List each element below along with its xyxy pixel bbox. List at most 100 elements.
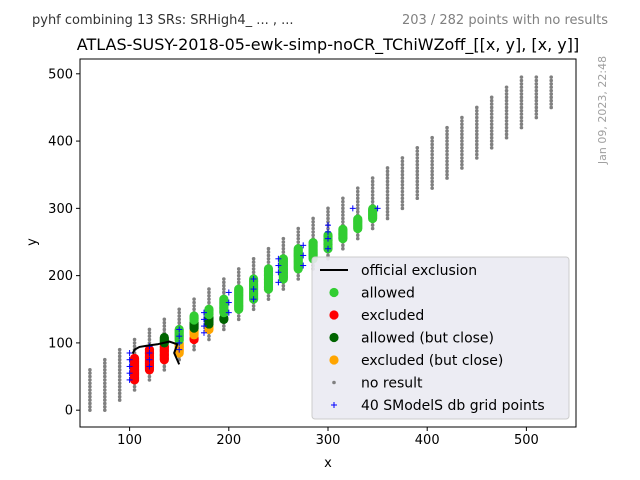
no-result-point xyxy=(549,102,553,106)
no-result-point xyxy=(400,179,405,184)
no-result-point xyxy=(400,186,405,190)
db-grid-point xyxy=(146,363,153,370)
no-result-point xyxy=(370,189,375,194)
db-grid-point xyxy=(325,222,331,229)
no-result-point xyxy=(460,139,464,143)
no-result-point xyxy=(489,139,494,143)
no-result-point xyxy=(117,374,122,379)
no-result-point xyxy=(236,267,241,271)
legend-label: 40 SModelS db grid points xyxy=(361,398,545,414)
no-result-point xyxy=(475,156,479,160)
no-result-point xyxy=(385,189,390,194)
no-result-point xyxy=(504,119,509,123)
no-result-point xyxy=(147,334,152,338)
no-result-point xyxy=(236,277,241,281)
no-result-point xyxy=(489,98,494,103)
no-result-point xyxy=(400,166,405,170)
no-result-point xyxy=(117,398,122,402)
no-result-point xyxy=(355,196,360,201)
no-result-point xyxy=(88,378,92,382)
no-result-point xyxy=(266,250,271,254)
no-result-point xyxy=(475,109,479,113)
no-result-point xyxy=(415,172,420,177)
allowed-point xyxy=(219,294,229,304)
no-result-point xyxy=(222,287,226,291)
no-result-point xyxy=(88,374,92,379)
no-result-point xyxy=(475,112,479,116)
no-result-point xyxy=(88,391,92,396)
no-result-point xyxy=(117,361,122,365)
no-result-point xyxy=(400,199,405,204)
no-result-point xyxy=(117,364,122,369)
no-result-point xyxy=(177,314,181,318)
no-result-point xyxy=(430,176,434,180)
no-result-point xyxy=(415,149,420,153)
y-tick-label: 300 xyxy=(48,202,73,217)
no-result-point xyxy=(355,209,360,214)
no-result-point xyxy=(192,307,196,312)
no-result-point xyxy=(549,82,553,86)
no-result-point xyxy=(103,364,107,369)
no-result-point xyxy=(519,75,524,79)
no-result-point xyxy=(519,82,524,86)
excluded-point xyxy=(144,345,155,355)
no-result-point xyxy=(400,206,405,211)
db-grid-point xyxy=(126,349,133,356)
no-result-point xyxy=(132,388,137,392)
x-tick-label: 200 xyxy=(216,433,241,448)
no-result-point xyxy=(162,324,167,328)
no-result-point xyxy=(281,243,286,248)
header-right-note: 203 / 282 points with no results xyxy=(402,13,608,28)
no-result-point xyxy=(519,102,524,106)
no-result-point xyxy=(296,240,301,244)
no-result-point xyxy=(370,226,375,231)
no-result-point xyxy=(445,176,449,180)
no-result-point xyxy=(117,394,122,399)
no-result-point xyxy=(251,270,256,275)
no-result-point xyxy=(460,159,464,164)
no-result-point xyxy=(88,371,92,375)
no-result-point xyxy=(445,166,449,170)
legend-label: allowed (but close) xyxy=(361,331,494,347)
no-result-point xyxy=(519,88,524,93)
no-result-point xyxy=(475,149,479,153)
no-result-point xyxy=(88,368,92,372)
no-result-point xyxy=(251,263,256,268)
no-result-point xyxy=(192,344,196,349)
no-result-point xyxy=(519,95,524,100)
no-result-point xyxy=(504,92,509,96)
no-result-point xyxy=(549,75,553,79)
no-result-point xyxy=(400,176,405,180)
no-result-point xyxy=(400,183,405,187)
no-result-point xyxy=(236,273,241,278)
db-grid-point xyxy=(126,356,133,363)
db-grid-point xyxy=(126,370,133,377)
no-result-point xyxy=(236,270,241,275)
no-result-point xyxy=(415,183,420,187)
db-grid-point xyxy=(300,252,307,259)
no-result-point xyxy=(147,378,152,382)
x-tick-label: 400 xyxy=(415,433,440,448)
db-grid-point xyxy=(250,275,257,282)
no-result-point xyxy=(430,146,434,150)
no-result-point xyxy=(504,85,509,90)
no-result-point xyxy=(132,344,137,349)
legend-label: allowed xyxy=(361,286,415,302)
no-result-point xyxy=(534,109,539,113)
no-result-point xyxy=(489,109,494,113)
no-result-point xyxy=(132,337,137,342)
no-result-point xyxy=(103,368,107,372)
no-result-point xyxy=(445,129,449,133)
no-result-point xyxy=(445,135,449,140)
no-result-point xyxy=(103,391,107,396)
no-result-point xyxy=(549,105,553,110)
no-result-point xyxy=(103,361,107,365)
no-result-point xyxy=(489,119,494,123)
no-result-point xyxy=(147,337,152,342)
timestamp-note: Jan 09, 2023, 22:48 xyxy=(596,56,609,165)
no-result-point xyxy=(385,186,390,190)
no-result-point xyxy=(460,149,464,153)
no-result-point xyxy=(192,300,196,305)
no-result-point xyxy=(430,169,434,174)
no-result-point xyxy=(222,290,226,295)
